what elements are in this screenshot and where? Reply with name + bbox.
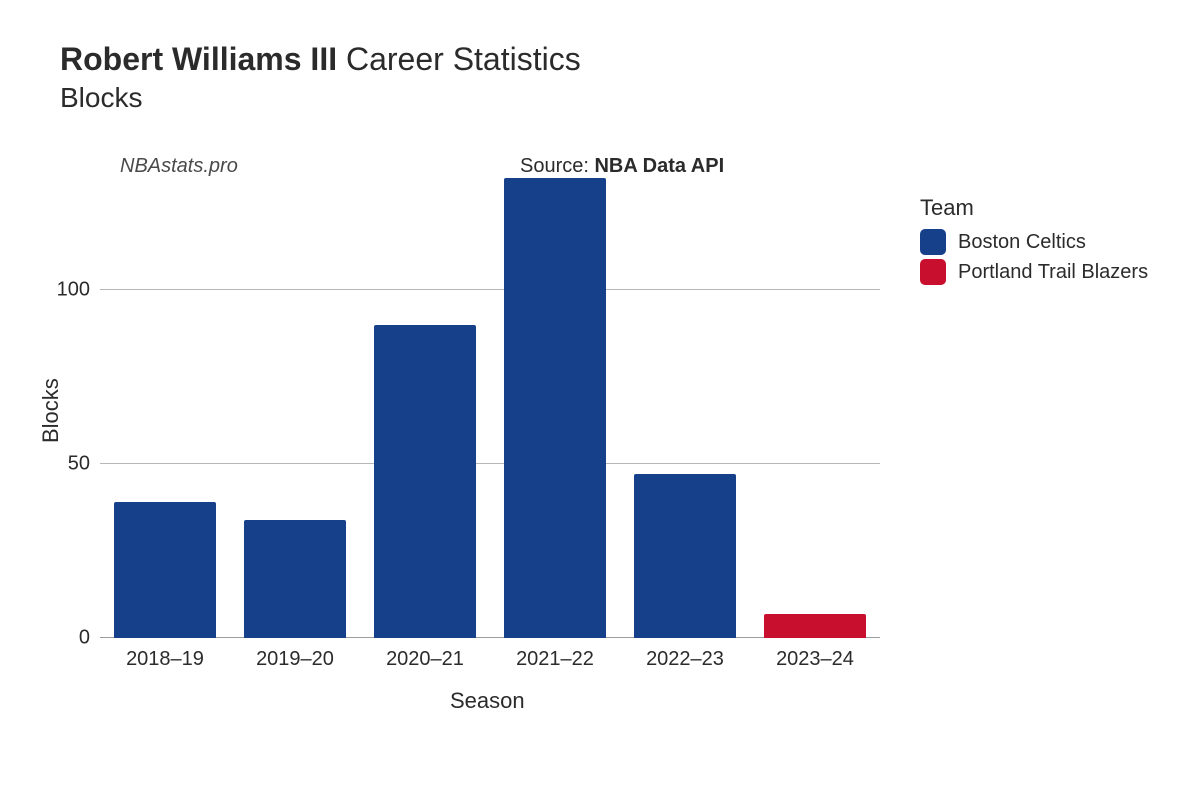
y-tick-label: 50 bbox=[68, 452, 100, 475]
plot-area: 0501002018–192019–202020–212021–222022–2… bbox=[100, 168, 880, 638]
bar[interactable] bbox=[114, 502, 215, 638]
source-attribution: Source: NBA Data API bbox=[520, 155, 724, 178]
y-tick-label: 0 bbox=[79, 627, 100, 650]
chart-titles: Robert Williams III Career Statistics Bl… bbox=[60, 40, 581, 117]
legend-item: Boston Celtics bbox=[920, 229, 1148, 255]
legend-title: Team bbox=[920, 195, 1148, 221]
x-tick-label: 2020–21 bbox=[386, 638, 464, 671]
x-tick-label: 2021–22 bbox=[516, 638, 594, 671]
bar[interactable] bbox=[504, 178, 605, 638]
bar[interactable] bbox=[764, 614, 865, 638]
grid-line bbox=[100, 289, 880, 290]
legend-item: Portland Trail Blazers bbox=[920, 259, 1148, 285]
x-tick-label: 2018–19 bbox=[126, 638, 204, 671]
career-stats-chart: Robert Williams III Career Statistics Bl… bbox=[0, 0, 1200, 800]
legend-swatch bbox=[920, 259, 946, 285]
legend: Team Boston Celtics Portland Trail Blazer… bbox=[920, 195, 1148, 289]
watermark-text: NBAstats.pro bbox=[120, 155, 238, 178]
bar[interactable] bbox=[244, 520, 345, 638]
chart-title: Robert Williams III Career Statistics bbox=[60, 40, 581, 78]
grid-line bbox=[100, 463, 880, 464]
legend-swatch bbox=[920, 229, 946, 255]
legend-label: Portland Trail Blazers bbox=[958, 261, 1148, 284]
legend-label: Boston Celtics bbox=[958, 231, 1086, 254]
x-tick-label: 2019–20 bbox=[256, 638, 334, 671]
title-player-name: Robert Williams III bbox=[60, 41, 337, 77]
bar[interactable] bbox=[634, 474, 735, 638]
bar[interactable] bbox=[374, 325, 475, 638]
x-axis-baseline bbox=[100, 637, 880, 638]
title-suffix: Career Statistics bbox=[337, 41, 581, 77]
source-name: NBA Data API bbox=[594, 155, 724, 177]
source-prefix: Source: bbox=[520, 155, 594, 177]
y-axis-label: Blocks bbox=[38, 378, 64, 443]
x-tick-label: 2022–23 bbox=[646, 638, 724, 671]
x-tick-label: 2023–24 bbox=[776, 638, 854, 671]
y-tick-label: 100 bbox=[57, 278, 100, 301]
chart-subtitle: Blocks bbox=[60, 80, 581, 116]
x-axis-label: Season bbox=[450, 688, 525, 714]
